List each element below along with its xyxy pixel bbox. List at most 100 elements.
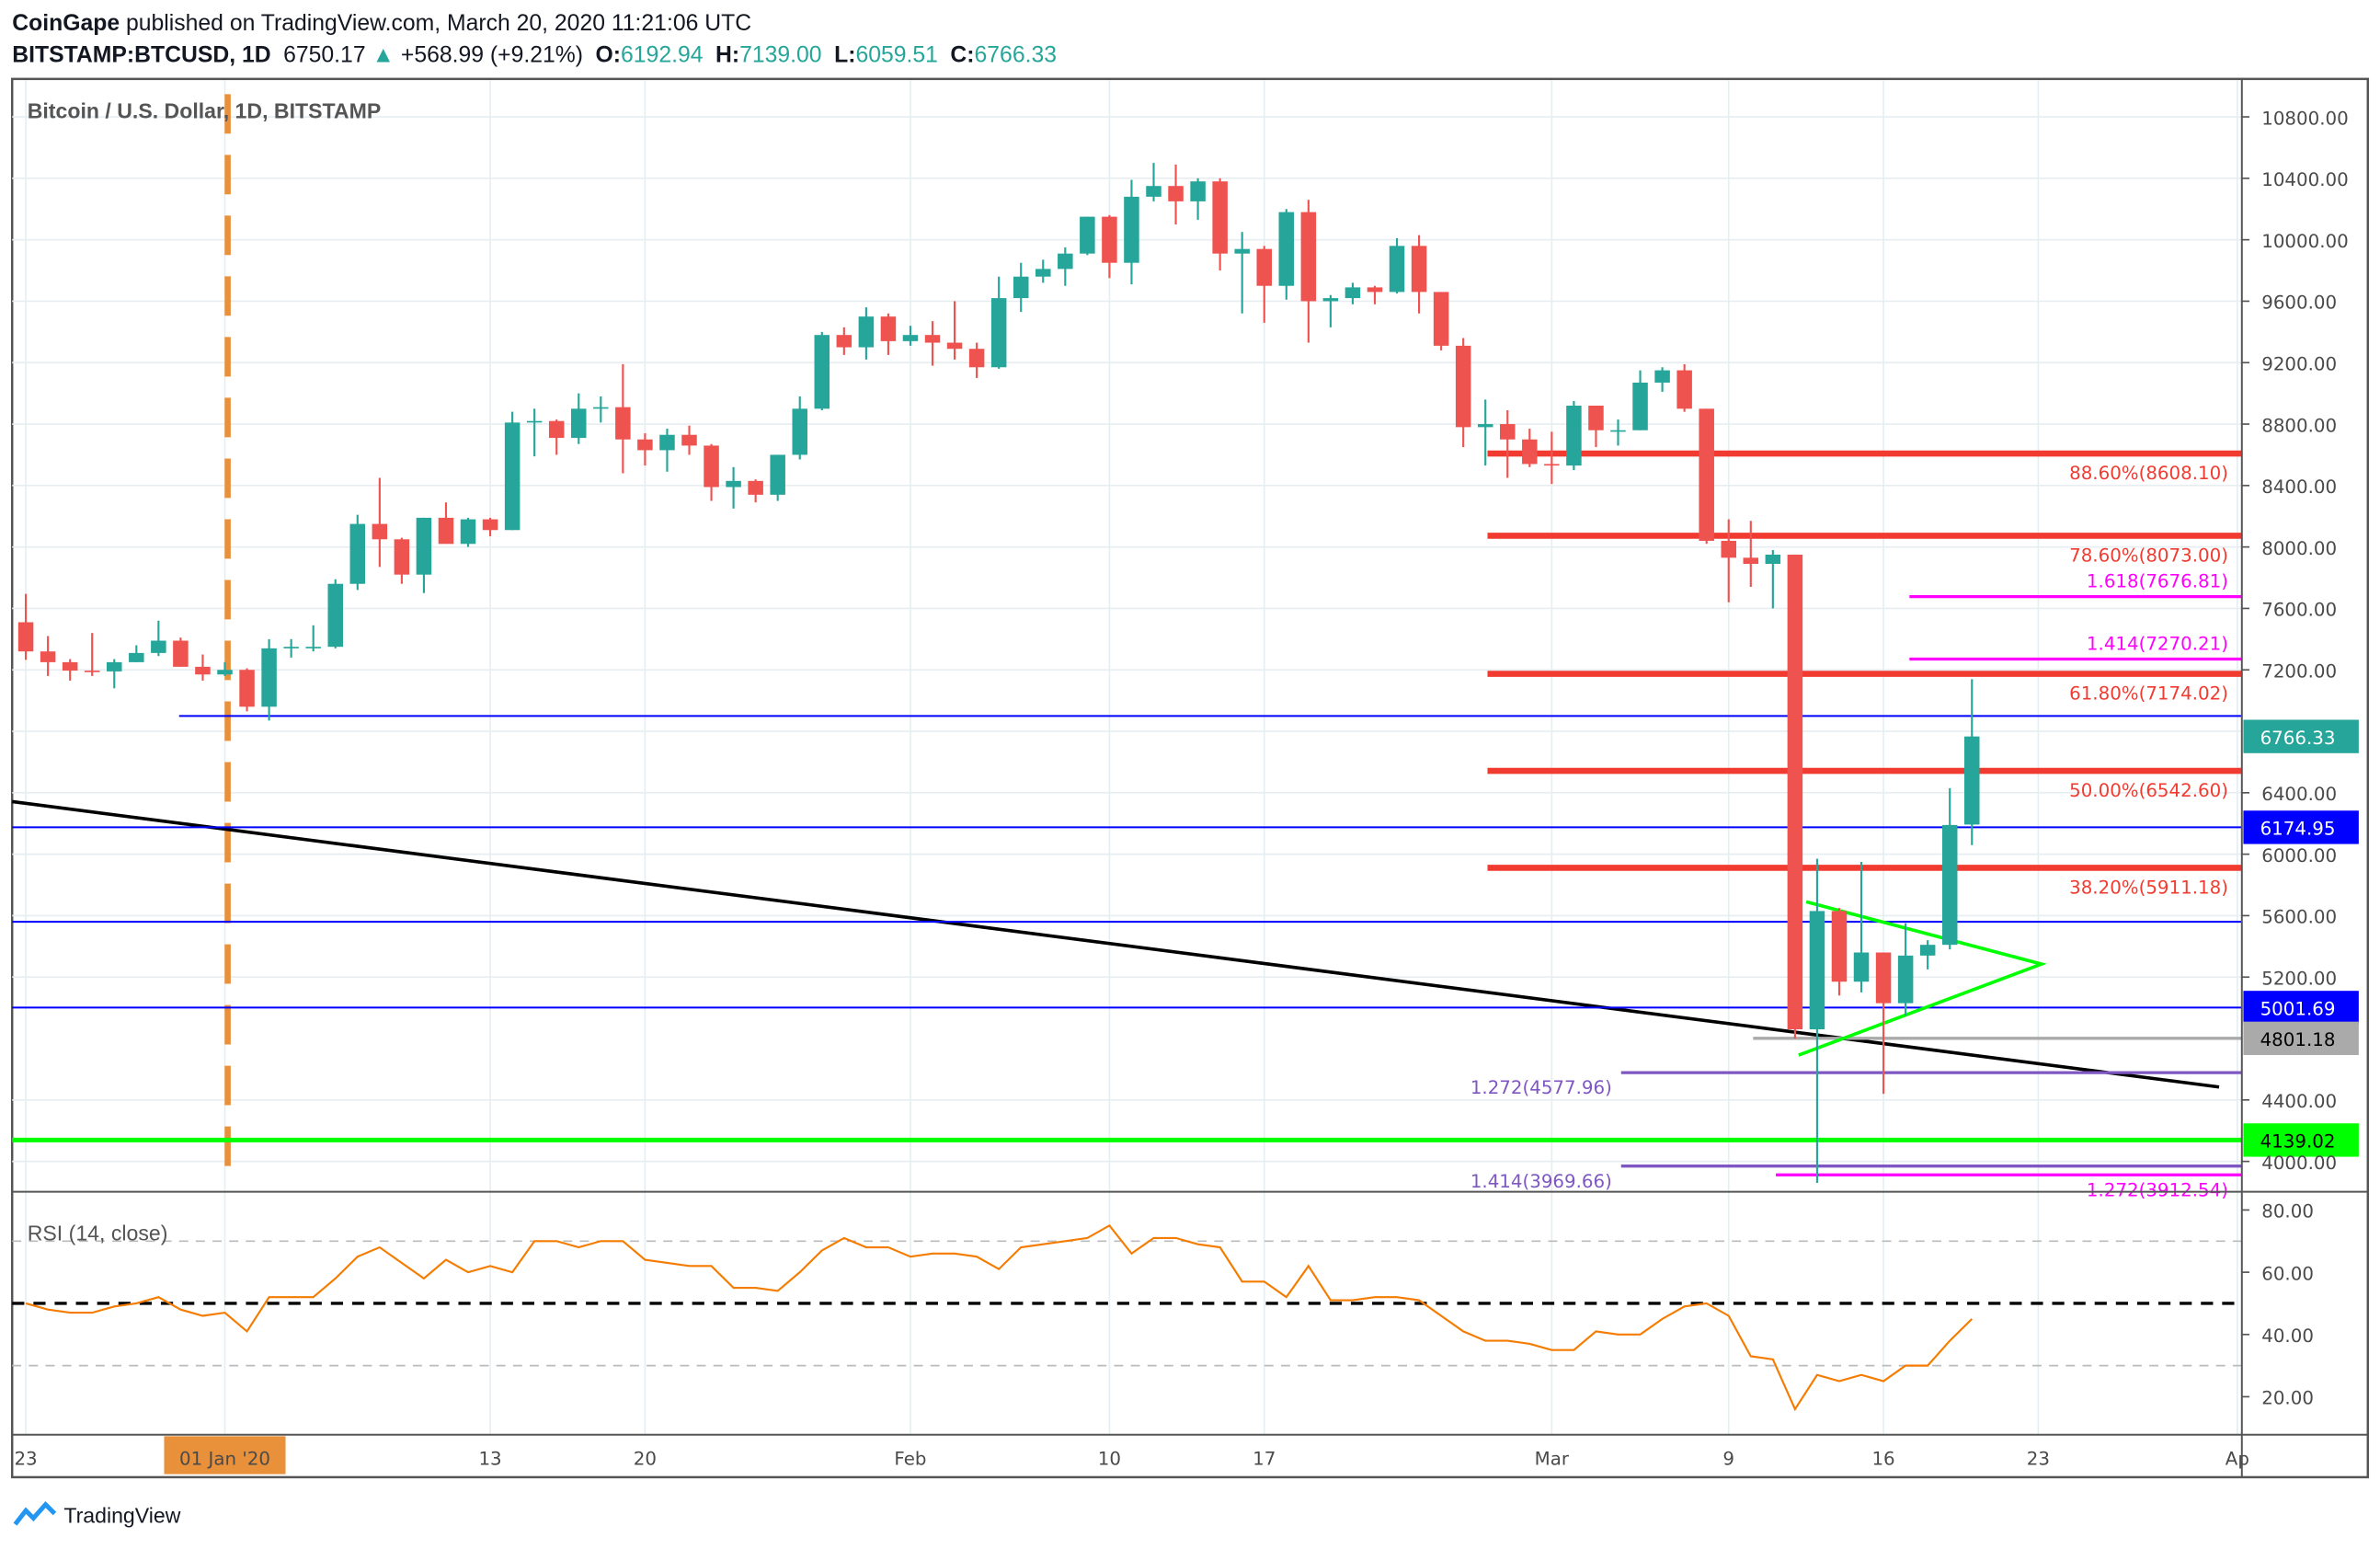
rsi-tick-label: 60.00 [2261, 1263, 2314, 1284]
candle [438, 502, 454, 545]
candle-body [1124, 196, 1139, 263]
candle [593, 396, 609, 423]
candle-body [1632, 382, 1648, 430]
published-text: published on TradingView.com, March 20, … [120, 11, 751, 36]
candle [1013, 262, 1029, 313]
candle [416, 517, 432, 593]
symbol: BITSTAMP:BTCUSD, 1D [12, 43, 270, 68]
candle [1168, 164, 1184, 224]
price-tick-label: 8400.00 [2261, 476, 2337, 498]
candle-body [349, 523, 366, 584]
candle-body [1477, 424, 1493, 428]
candle [1875, 952, 1892, 1095]
candle-body [372, 523, 388, 540]
candle [261, 638, 277, 721]
level-badge [2243, 991, 2359, 1025]
candle-body [946, 342, 963, 350]
candle [1787, 554, 1803, 1039]
candle-body [770, 454, 785, 495]
candle [1344, 282, 1361, 304]
rsi-tick-label: 20.00 [2261, 1388, 2314, 1409]
time-tick-label: Feb [894, 1449, 926, 1470]
candle [1036, 259, 1051, 283]
price-tick-label: 10800.00 [2261, 108, 2348, 129]
candle [1500, 410, 1516, 478]
time-tick-label: Mar [1535, 1449, 1570, 1470]
candle [460, 517, 476, 547]
extension-level-label: 1.414(3969.66) [1470, 1171, 1612, 1192]
publish-line: CoinGape published on TradingView.com, M… [12, 11, 751, 36]
candle-body [659, 434, 675, 451]
candle [1234, 232, 1250, 314]
time-tick-label: 01 Jan '20 [179, 1449, 270, 1470]
candle [283, 638, 299, 658]
last-price: 6750.17 [283, 43, 365, 68]
candle-body [1256, 248, 1272, 286]
candle-body [792, 408, 807, 455]
candle [1477, 399, 1493, 466]
candle-body [1102, 216, 1117, 263]
candles [17, 163, 1980, 1184]
fib-level-label: 61.80%(7174.02) [2069, 683, 2228, 705]
candle-body [1654, 370, 1670, 383]
candle [748, 479, 763, 503]
candle-body [1411, 246, 1427, 293]
candle [1124, 179, 1139, 285]
candle-body [1455, 345, 1471, 428]
candle [1853, 861, 1870, 993]
candle [1654, 367, 1670, 392]
candle-body [62, 661, 78, 671]
time-tick-label: 16 [1871, 1449, 1894, 1470]
candle-body [1588, 406, 1604, 430]
candle-body [1765, 554, 1781, 565]
candle-body [1322, 298, 1339, 302]
rsi-title: RSI (14, close) [28, 1221, 168, 1245]
candle-body [217, 670, 233, 675]
candle-body [1787, 554, 1803, 1030]
rsi-tick-label: 40.00 [2261, 1325, 2314, 1347]
candle [1721, 519, 1736, 602]
high-value: 7139.00 [739, 43, 821, 68]
candle [1212, 178, 1228, 271]
price-tick-label: 8800.00 [2261, 415, 2337, 436]
candle-body [1809, 911, 1825, 1030]
candle-body [1544, 464, 1560, 466]
candle [548, 419, 565, 455]
candle-body [681, 434, 697, 446]
candle [1278, 209, 1295, 300]
candle [151, 620, 166, 657]
candle-body [416, 517, 432, 575]
candle [571, 393, 587, 444]
time-tick-label: Ap [2226, 1449, 2249, 1470]
candle [902, 326, 919, 346]
candle-body [1300, 212, 1317, 302]
candle [129, 645, 144, 662]
level-badge-label: 6174.95 [2260, 819, 2336, 840]
candle-body [173, 640, 189, 667]
candle-body [107, 661, 122, 671]
price-tick-label: 7200.00 [2261, 660, 2337, 682]
price-tick-label: 5600.00 [2261, 907, 2337, 928]
price-tick-label: 7600.00 [2261, 600, 2337, 621]
candle-body [1500, 424, 1516, 440]
level-badge [2243, 1021, 2359, 1055]
level-badge-label: 4801.18 [2260, 1029, 2336, 1050]
price-tick-label: 9600.00 [2261, 293, 2337, 314]
candle [1964, 679, 1980, 845]
candle [1831, 908, 1848, 996]
open-value: 6192.94 [621, 43, 704, 68]
candle-body [1013, 276, 1029, 299]
candle [924, 321, 941, 366]
candle [1699, 408, 1714, 545]
candle-body [571, 408, 587, 439]
candle-body [394, 539, 410, 575]
tradingview-logo[interactable]: TradingView [13, 1501, 181, 1527]
rsi-pane [12, 1223, 2242, 1412]
candle [1610, 419, 1626, 446]
candle-body [748, 480, 763, 495]
candle [615, 363, 631, 474]
price-tick-label: 4000.00 [2261, 1153, 2337, 1174]
time-tick-label: 10 [1098, 1449, 1121, 1470]
candle-body [1234, 248, 1250, 254]
